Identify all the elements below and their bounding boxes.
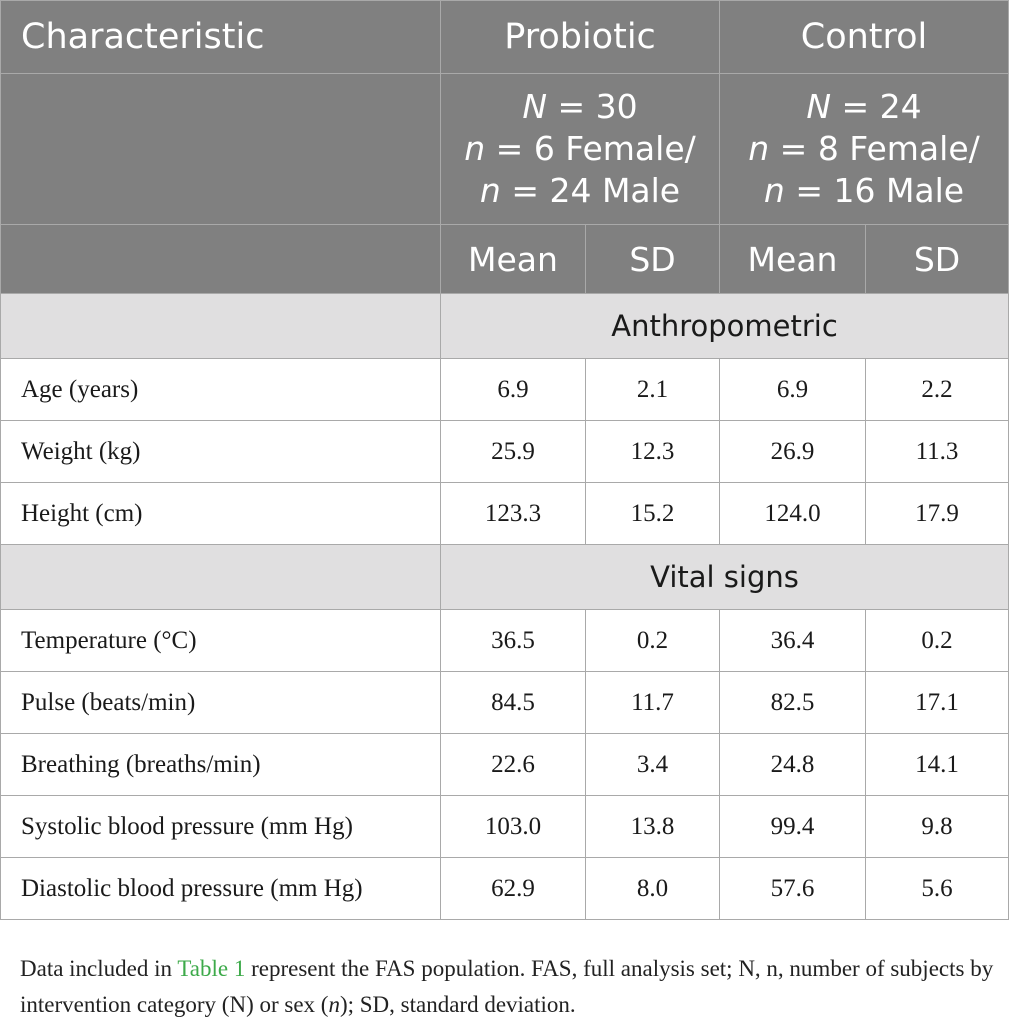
header-control-counts: N = 24 n = 8 Female/ n = 16 Male xyxy=(719,73,1009,225)
characteristics-table: Characteristic Probiotic Control N = 30 … xyxy=(0,0,1009,920)
N-symbol: N xyxy=(522,87,548,126)
probiotic-N-line: N = 30 xyxy=(441,86,719,128)
probiotic-sd: 8.0 xyxy=(584,857,721,920)
header-group-control: Control xyxy=(719,0,1009,74)
table-row: Age (years) 6.9 2.1 6.9 2.2 xyxy=(0,358,1009,421)
male-count: = 16 Male xyxy=(784,171,965,210)
n-symbol: n xyxy=(479,171,501,210)
footnote-text: Data included in xyxy=(20,956,178,981)
header-empty-cell xyxy=(0,224,441,294)
row-label: Systolic blood pressure (mm Hg) xyxy=(0,795,441,858)
table-row: Systolic blood pressure (mm Hg) 103.0 13… xyxy=(0,795,1009,858)
control-mean: 124.0 xyxy=(719,482,867,545)
header-probiotic-sd: SD xyxy=(584,224,721,294)
footnote-italic-symbol: n xyxy=(328,992,340,1017)
section-empty-cell xyxy=(0,544,441,610)
n-symbol: n xyxy=(464,129,486,168)
probiotic-sd: 13.8 xyxy=(584,795,721,858)
row-label: Breathing (breaths/min) xyxy=(0,733,441,796)
section-title: Vital signs xyxy=(439,544,1009,610)
control-sd: 11.3 xyxy=(865,420,1009,483)
probiotic-mean: 62.9 xyxy=(440,857,586,920)
section-row-vital-signs: Vital signs xyxy=(0,544,1009,610)
probiotic-mean: 25.9 xyxy=(440,420,586,483)
probiotic-male-line: n = 24 Male xyxy=(441,170,719,212)
control-male-line: n = 16 Male xyxy=(720,170,1008,212)
table-row: Pulse (beats/min) 84.5 11.7 82.5 17.1 xyxy=(0,671,1009,734)
female-count: = 6 Female/ xyxy=(485,129,696,168)
N-value: = 24 xyxy=(831,87,922,126)
row-label: Diastolic blood pressure (mm Hg) xyxy=(0,857,441,920)
header-group-probiotic: Probiotic xyxy=(439,0,721,74)
table-row: Weight (kg) 25.9 12.3 26.9 11.3 xyxy=(0,420,1009,483)
probiotic-sd: 0.2 xyxy=(584,609,721,672)
header-control-sd: SD xyxy=(865,224,1009,294)
table-row: Breathing (breaths/min) 22.6 3.4 24.8 14… xyxy=(0,733,1009,796)
male-count: = 24 Male xyxy=(500,171,681,210)
probiotic-mean: 84.5 xyxy=(440,671,586,734)
control-mean: 26.9 xyxy=(719,420,867,483)
section-row-anthropometric: Anthropometric xyxy=(0,293,1009,359)
header-characteristic: Characteristic xyxy=(0,0,441,74)
probiotic-mean: 22.6 xyxy=(440,733,586,796)
control-mean: 82.5 xyxy=(719,671,867,734)
control-sd: 14.1 xyxy=(865,733,1009,796)
section-title: Anthropometric xyxy=(439,293,1009,359)
control-mean: 57.6 xyxy=(719,857,867,920)
control-sd: 9.8 xyxy=(865,795,1009,858)
row-label: Temperature (°C) xyxy=(0,609,441,672)
control-N-line: N = 24 xyxy=(720,86,1008,128)
n-symbol: n xyxy=(763,171,785,210)
control-female-line: n = 8 Female/ xyxy=(720,128,1008,170)
header-probiotic-counts: N = 30 n = 6 Female/ n = 24 Male xyxy=(439,73,721,225)
row-label: Pulse (beats/min) xyxy=(0,671,441,734)
row-label: Weight (kg) xyxy=(0,420,441,483)
N-symbol: N xyxy=(806,87,832,126)
table-row: Diastolic blood pressure (mm Hg) 62.9 8.… xyxy=(0,857,1009,920)
control-mean: 24.8 xyxy=(719,733,867,796)
probiotic-female-line: n = 6 Female/ xyxy=(441,128,719,170)
probiotic-mean: 123.3 xyxy=(440,482,586,545)
table-reference-link[interactable]: Table 1 xyxy=(177,956,246,981)
probiotic-sd: 2.1 xyxy=(584,358,721,421)
header-control-mean: Mean xyxy=(719,224,867,294)
control-mean: 99.4 xyxy=(719,795,867,858)
probiotic-sd: 11.7 xyxy=(584,671,721,734)
probiotic-sd: 3.4 xyxy=(584,733,721,796)
probiotic-sd: 15.2 xyxy=(584,482,721,545)
probiotic-mean: 6.9 xyxy=(440,358,586,421)
control-sd: 17.9 xyxy=(865,482,1009,545)
control-sd: 17.1 xyxy=(865,671,1009,734)
table-footnote: Data included in Table 1 represent the F… xyxy=(20,951,995,1023)
N-value: = 30 xyxy=(547,87,638,126)
table-row: Height (cm) 123.3 15.2 124.0 17.9 xyxy=(0,482,1009,545)
header-probiotic-mean: Mean xyxy=(440,224,586,294)
control-sd: 2.2 xyxy=(865,358,1009,421)
row-label: Height (cm) xyxy=(0,482,441,545)
control-sd: 5.6 xyxy=(865,857,1009,920)
control-mean: 6.9 xyxy=(719,358,867,421)
female-count: = 8 Female/ xyxy=(769,129,980,168)
row-label: Age (years) xyxy=(0,358,441,421)
n-symbol: n xyxy=(748,129,770,168)
probiotic-sd: 12.3 xyxy=(584,420,721,483)
control-mean: 36.4 xyxy=(719,609,867,672)
table-row: Temperature (°C) 36.5 0.2 36.4 0.2 xyxy=(0,609,1009,672)
probiotic-mean: 36.5 xyxy=(440,609,586,672)
footnote-text: ); SD, standard deviation. xyxy=(339,992,576,1017)
section-empty-cell xyxy=(0,293,441,359)
header-empty-cell xyxy=(0,73,441,225)
control-sd: 0.2 xyxy=(865,609,1009,672)
probiotic-mean: 103.0 xyxy=(440,795,586,858)
